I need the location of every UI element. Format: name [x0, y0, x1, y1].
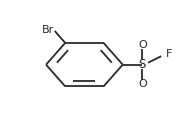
Text: S: S: [139, 58, 146, 71]
Text: O: O: [138, 79, 147, 89]
Text: F: F: [166, 49, 172, 59]
Text: Br: Br: [42, 25, 54, 35]
Text: O: O: [138, 40, 147, 50]
